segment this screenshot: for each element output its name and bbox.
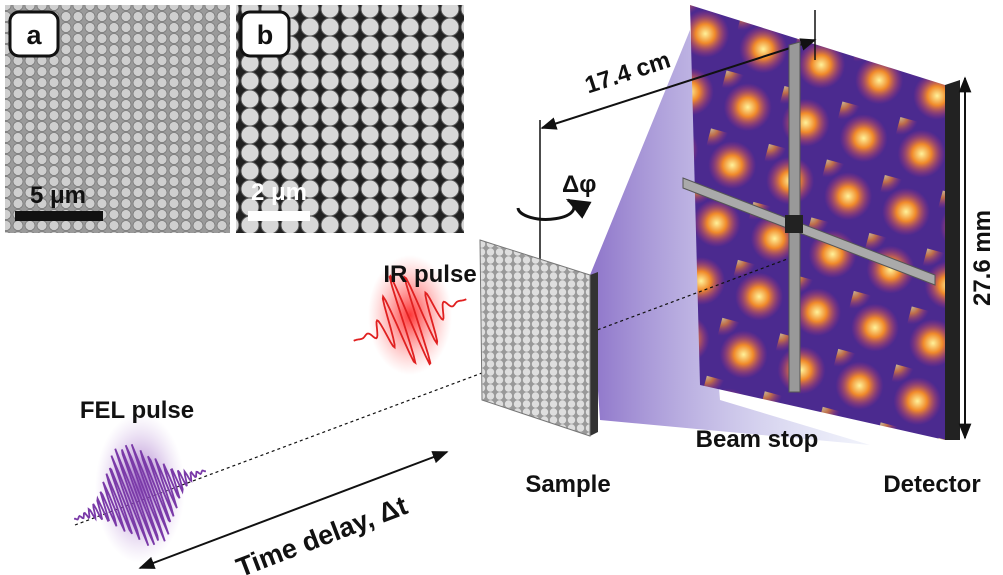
scale-label: 5 μm	[30, 182, 86, 209]
panel-label: b	[257, 20, 274, 50]
panel-label: a	[26, 20, 42, 50]
rotation-arrow	[518, 200, 574, 219]
detector-edge	[945, 80, 960, 440]
scale-label: 2 μm	[251, 179, 307, 206]
delay-label: Time delay, Δt	[232, 490, 411, 575]
distance-label: 17.4 cm	[582, 46, 674, 99]
detector-label: Detector	[883, 471, 980, 498]
size-label: 27.6 mm	[969, 210, 996, 306]
scale-bar	[248, 211, 310, 221]
figure: a 5 μm b 2 μm 17.4 cm 27.6 mm Δφ Time de…	[0, 0, 1003, 575]
sample	[480, 240, 590, 436]
rotation-label: Δφ	[562, 171, 596, 198]
detector	[690, 5, 945, 440]
sample-label: Sample	[525, 471, 610, 498]
scale-bar	[15, 211, 103, 221]
beam-stop-center	[785, 215, 803, 233]
ir-label: IR pulse	[383, 261, 476, 288]
sample-edge	[590, 272, 598, 436]
fel-label: FEL pulse	[80, 397, 194, 424]
beam-stop-label: Beam stop	[696, 426, 819, 453]
